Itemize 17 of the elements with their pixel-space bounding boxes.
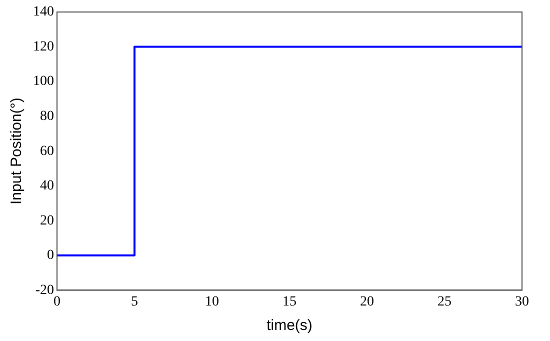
x-tick-label: 5 xyxy=(131,294,138,310)
y-tick-label: 120 xyxy=(33,39,54,54)
y-tick-label: 20 xyxy=(40,213,54,228)
x-axis-title: time(s) xyxy=(266,317,312,334)
x-tick-label: 20 xyxy=(360,294,374,310)
y-axis-title: Input Position(°) xyxy=(8,98,26,205)
y-tick-label: 40 xyxy=(40,178,54,194)
y-tick-label: 60 xyxy=(40,144,54,159)
y-tick-label: 100 xyxy=(33,74,54,90)
y-tick-label: -20 xyxy=(35,282,54,298)
y-tick-label: 0 xyxy=(47,248,54,264)
y-tick-label: 80 xyxy=(40,108,54,124)
x-tick-label: 10 xyxy=(205,294,219,310)
x-tick-label: 30 xyxy=(515,294,529,310)
x-tick-label: 15 xyxy=(282,294,296,310)
y-tick-label: 140 xyxy=(33,4,54,20)
x-tick-label: 25 xyxy=(438,294,452,310)
